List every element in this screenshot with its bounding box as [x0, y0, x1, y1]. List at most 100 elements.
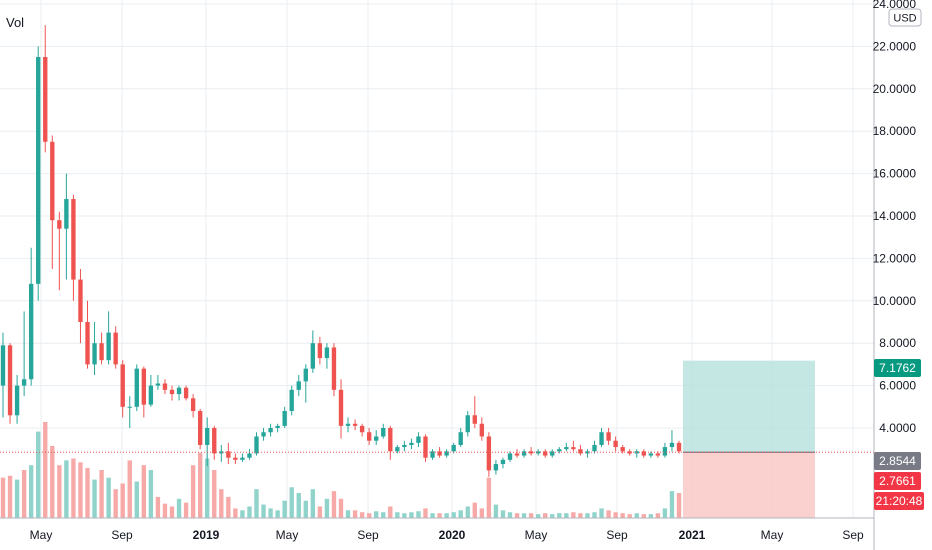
volume-bar	[21, 470, 27, 518]
volume-bar	[479, 508, 485, 518]
volume-bar	[430, 513, 435, 518]
volume-bar	[662, 508, 668, 518]
candle-body	[641, 451, 646, 456]
candle-body	[120, 364, 125, 407]
volume-bar	[0, 477, 6, 518]
volume-bar	[324, 498, 330, 518]
volume-bar	[275, 510, 280, 518]
time-tick-label: May	[276, 528, 299, 542]
candle-body	[254, 436, 259, 454]
candle-body	[352, 423, 358, 426]
volume-bar	[528, 513, 534, 518]
candle-body	[655, 453, 661, 456]
volume-bar	[289, 487, 294, 518]
target-zone[interactable]	[683, 360, 815, 453]
volume-bar	[634, 513, 639, 518]
candle-body	[190, 398, 196, 412]
bar-countdown-label: 21:20:48	[876, 494, 923, 508]
time-tick-label: 2020	[439, 528, 466, 542]
volume-bar	[282, 500, 287, 518]
candle-body	[345, 423, 351, 426]
volume-bar	[190, 465, 196, 518]
candle-body	[275, 425, 280, 428]
candle-body	[592, 444, 597, 452]
candle-body	[176, 387, 182, 395]
volume-bar	[113, 489, 118, 518]
volume-bar	[465, 506, 470, 518]
candle-body	[423, 436, 428, 458]
volume-bar	[493, 504, 499, 518]
candle-body	[571, 447, 576, 450]
candle-body	[585, 451, 590, 454]
price-axis[interactable]: 24.0000 22.0000 20.0000 18.0000 16.0000 14.00…	[873, 0, 917, 550]
candle-body	[388, 428, 393, 452]
candle-body	[472, 415, 477, 424]
volume-bar	[592, 512, 597, 518]
volume-bar	[36, 431, 41, 518]
volume-bar	[507, 512, 513, 518]
candle-body	[0, 345, 6, 386]
volume-bar	[388, 506, 393, 518]
candle-body	[303, 368, 308, 382]
volume-bar	[310, 489, 316, 518]
candle-body	[282, 411, 287, 426]
volume-bar	[338, 498, 344, 518]
volume-bar	[261, 504, 266, 518]
volume-bar	[655, 513, 661, 518]
volume-bar	[219, 489, 224, 518]
volume-bar	[374, 511, 379, 518]
volume-bar	[226, 496, 231, 518]
volume-bar	[141, 465, 147, 518]
volume-bar	[43, 422, 48, 518]
price-tick-label: 20.0000	[873, 82, 917, 96]
volume-bar	[578, 513, 583, 518]
candle-body	[28, 283, 34, 380]
candle-body	[317, 343, 323, 359]
candle-body	[219, 451, 224, 454]
volume-indicator-label[interactable]: Vol	[6, 15, 24, 30]
currency-badge[interactable]: USD	[888, 8, 922, 27]
volume-bar	[571, 512, 576, 518]
price-tick-label: 4.0000	[879, 421, 916, 435]
volume-bar	[543, 513, 548, 518]
candle-body	[57, 220, 62, 229]
candle-body	[627, 451, 632, 454]
volume-bar	[451, 512, 456, 518]
volume-bar	[550, 514, 555, 518]
current-price-tag: 2.8544	[874, 452, 921, 470]
countdown-tag: 21:20:48	[874, 492, 924, 510]
candle-body	[134, 368, 139, 407]
time-axis[interactable]: May Sep 2019 May Sep 2020 May Sep 2021 May Sep	[0, 517, 874, 542]
long-position-tool[interactable]	[683, 360, 815, 518]
candle-body	[613, 440, 618, 448]
candle-body	[514, 453, 520, 456]
candle-body	[7, 345, 13, 416]
candle-body	[430, 451, 435, 458]
candle-body	[36, 57, 41, 284]
volume-bar	[599, 508, 604, 518]
candle-body	[620, 447, 625, 452]
candle-body	[479, 423, 485, 437]
candle-body	[268, 428, 273, 433]
candle-body	[21, 379, 27, 386]
candle-body	[338, 389, 344, 426]
volume-bar	[50, 446, 55, 518]
time-tick-label: Sep	[357, 528, 379, 542]
candle-body	[395, 447, 400, 452]
time-tick-label: 2021	[679, 528, 706, 542]
candle-body	[78, 279, 83, 322]
volume-bar	[78, 462, 83, 518]
candle-body	[50, 141, 55, 221]
candle-body	[331, 347, 337, 390]
candle-body	[409, 442, 414, 445]
candle-body	[458, 432, 463, 445]
volume-bar	[106, 477, 111, 518]
volume-bar	[28, 465, 34, 518]
candle-body	[127, 406, 132, 408]
candle-body	[92, 343, 97, 365]
volume-bar	[71, 458, 76, 518]
candle-body	[226, 451, 231, 458]
stop-zone[interactable]	[683, 452, 815, 518]
volume-bar	[458, 510, 463, 518]
